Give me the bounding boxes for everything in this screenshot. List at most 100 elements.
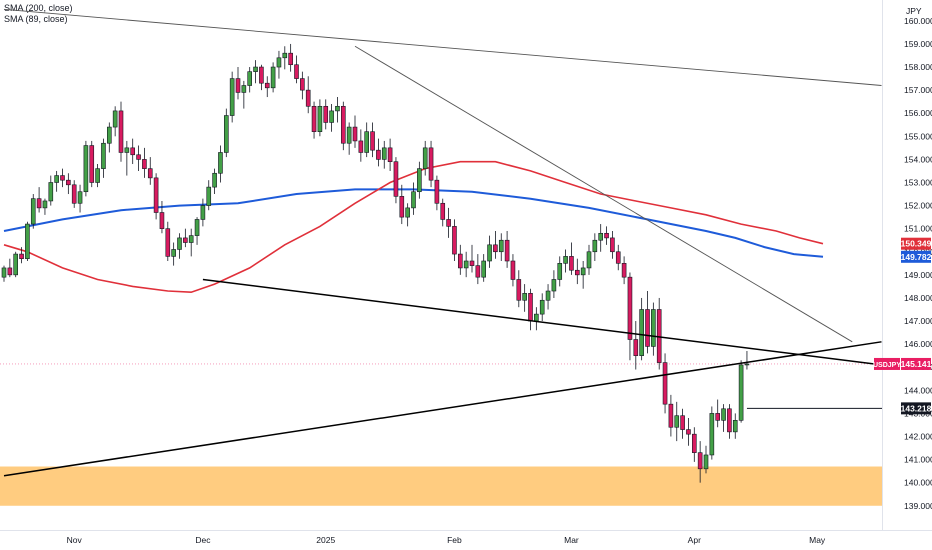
- candle[interactable]: [604, 226, 609, 245]
- candle[interactable]: [434, 175, 440, 211]
- candle[interactable]: [107, 122, 112, 153]
- candle[interactable]: [680, 408, 685, 439]
- candle[interactable]: [703, 445, 709, 474]
- candle[interactable]: [276, 50, 282, 79]
- candle[interactable]: [569, 242, 574, 275]
- candle[interactable]: [709, 406, 715, 460]
- candle[interactable]: [340, 101, 346, 151]
- candle[interactable]: [358, 129, 364, 162]
- candle[interactable]: [212, 168, 217, 195]
- candle[interactable]: [610, 230, 615, 259]
- candle[interactable]: [95, 164, 100, 188]
- candle[interactable]: [381, 140, 387, 169]
- candle[interactable]: [346, 122, 352, 155]
- candle[interactable]: [282, 46, 288, 70]
- candle[interactable]: [288, 43, 293, 72]
- candle[interactable]: [323, 99, 329, 130]
- sma89-legend[interactable]: SMA (89, close): [4, 14, 68, 24]
- candle[interactable]: [89, 140, 95, 188]
- sma200-legend[interactable]: SMA (200, close): [4, 3, 73, 13]
- candle[interactable]: [422, 140, 428, 176]
- candle[interactable]: [66, 173, 71, 195]
- candle[interactable]: [563, 249, 568, 273]
- candle[interactable]: [36, 187, 42, 213]
- candle[interactable]: [528, 288, 533, 331]
- candle[interactable]: [1, 265, 7, 282]
- candle[interactable]: [656, 297, 662, 370]
- candle[interactable]: [697, 441, 703, 483]
- candle[interactable]: [651, 302, 656, 356]
- candle[interactable]: [183, 228, 188, 248]
- candle[interactable]: [727, 404, 732, 439]
- candle[interactable]: [235, 67, 241, 100]
- candle[interactable]: [60, 168, 65, 188]
- candle[interactable]: [194, 217, 200, 245]
- candle[interactable]: [130, 138, 135, 165]
- candle[interactable]: [481, 254, 487, 282]
- candle[interactable]: [645, 291, 650, 354]
- candle[interactable]: [721, 404, 726, 432]
- candle[interactable]: [592, 233, 598, 261]
- trendline-rising-support[interactable]: [3, 341, 882, 477]
- candle[interactable]: [71, 180, 77, 208]
- candle[interactable]: [417, 161, 422, 199]
- candle[interactable]: [545, 284, 551, 310]
- candle[interactable]: [48, 175, 54, 206]
- candle[interactable]: [732, 413, 738, 439]
- candle[interactable]: [399, 184, 405, 225]
- candle[interactable]: [370, 122, 375, 158]
- sma200-line[interactable]: [3, 188, 824, 258]
- candle[interactable]: [475, 254, 481, 285]
- candle[interactable]: [54, 170, 59, 192]
- candle[interactable]: [411, 182, 416, 215]
- candle[interactable]: [218, 145, 223, 183]
- trendline-upper-long[interactable]: [3, 8, 882, 86]
- candle[interactable]: [77, 184, 83, 213]
- candle[interactable]: [639, 297, 644, 361]
- candle[interactable]: [487, 235, 492, 268]
- candle[interactable]: [247, 67, 252, 93]
- candle[interactable]: [498, 233, 504, 261]
- candle[interactable]: [440, 198, 446, 227]
- candle[interactable]: [142, 147, 147, 178]
- candle[interactable]: [136, 145, 141, 171]
- candle[interactable]: [504, 230, 510, 268]
- candle[interactable]: [335, 97, 340, 123]
- candle[interactable]: [171, 242, 176, 266]
- candle[interactable]: [598, 224, 604, 252]
- candle[interactable]: [463, 251, 469, 278]
- candle[interactable]: [551, 270, 557, 298]
- candle[interactable]: [510, 254, 516, 287]
- candle[interactable]: [405, 203, 410, 227]
- candle[interactable]: [376, 138, 381, 167]
- candle[interactable]: [738, 360, 744, 423]
- candle[interactable]: [206, 180, 212, 211]
- candle[interactable]: [224, 108, 229, 158]
- candle[interactable]: [393, 157, 399, 204]
- candle[interactable]: [19, 247, 24, 264]
- candle[interactable]: [270, 62, 276, 93]
- candle[interactable]: [317, 99, 323, 137]
- candle[interactable]: [7, 258, 13, 278]
- candle[interactable]: [165, 221, 171, 261]
- candle[interactable]: [457, 244, 463, 275]
- candle[interactable]: [744, 351, 750, 370]
- candle[interactable]: [200, 198, 206, 227]
- trendline-descending-from-high[interactable]: [354, 45, 853, 343]
- candle[interactable]: [329, 103, 334, 132]
- candle[interactable]: [522, 284, 527, 312]
- candle[interactable]: [539, 293, 545, 322]
- candle[interactable]: [253, 60, 258, 84]
- candle[interactable]: [621, 256, 627, 285]
- candle[interactable]: [311, 101, 317, 139]
- candle[interactable]: [188, 228, 194, 257]
- sma89-line[interactable]: [3, 160, 824, 294]
- candle[interactable]: [557, 256, 563, 287]
- candle[interactable]: [364, 122, 370, 158]
- candle[interactable]: [30, 194, 36, 229]
- candle[interactable]: [686, 418, 691, 446]
- candle[interactable]: [580, 261, 586, 289]
- candle[interactable]: [715, 399, 721, 428]
- candle[interactable]: [13, 251, 18, 278]
